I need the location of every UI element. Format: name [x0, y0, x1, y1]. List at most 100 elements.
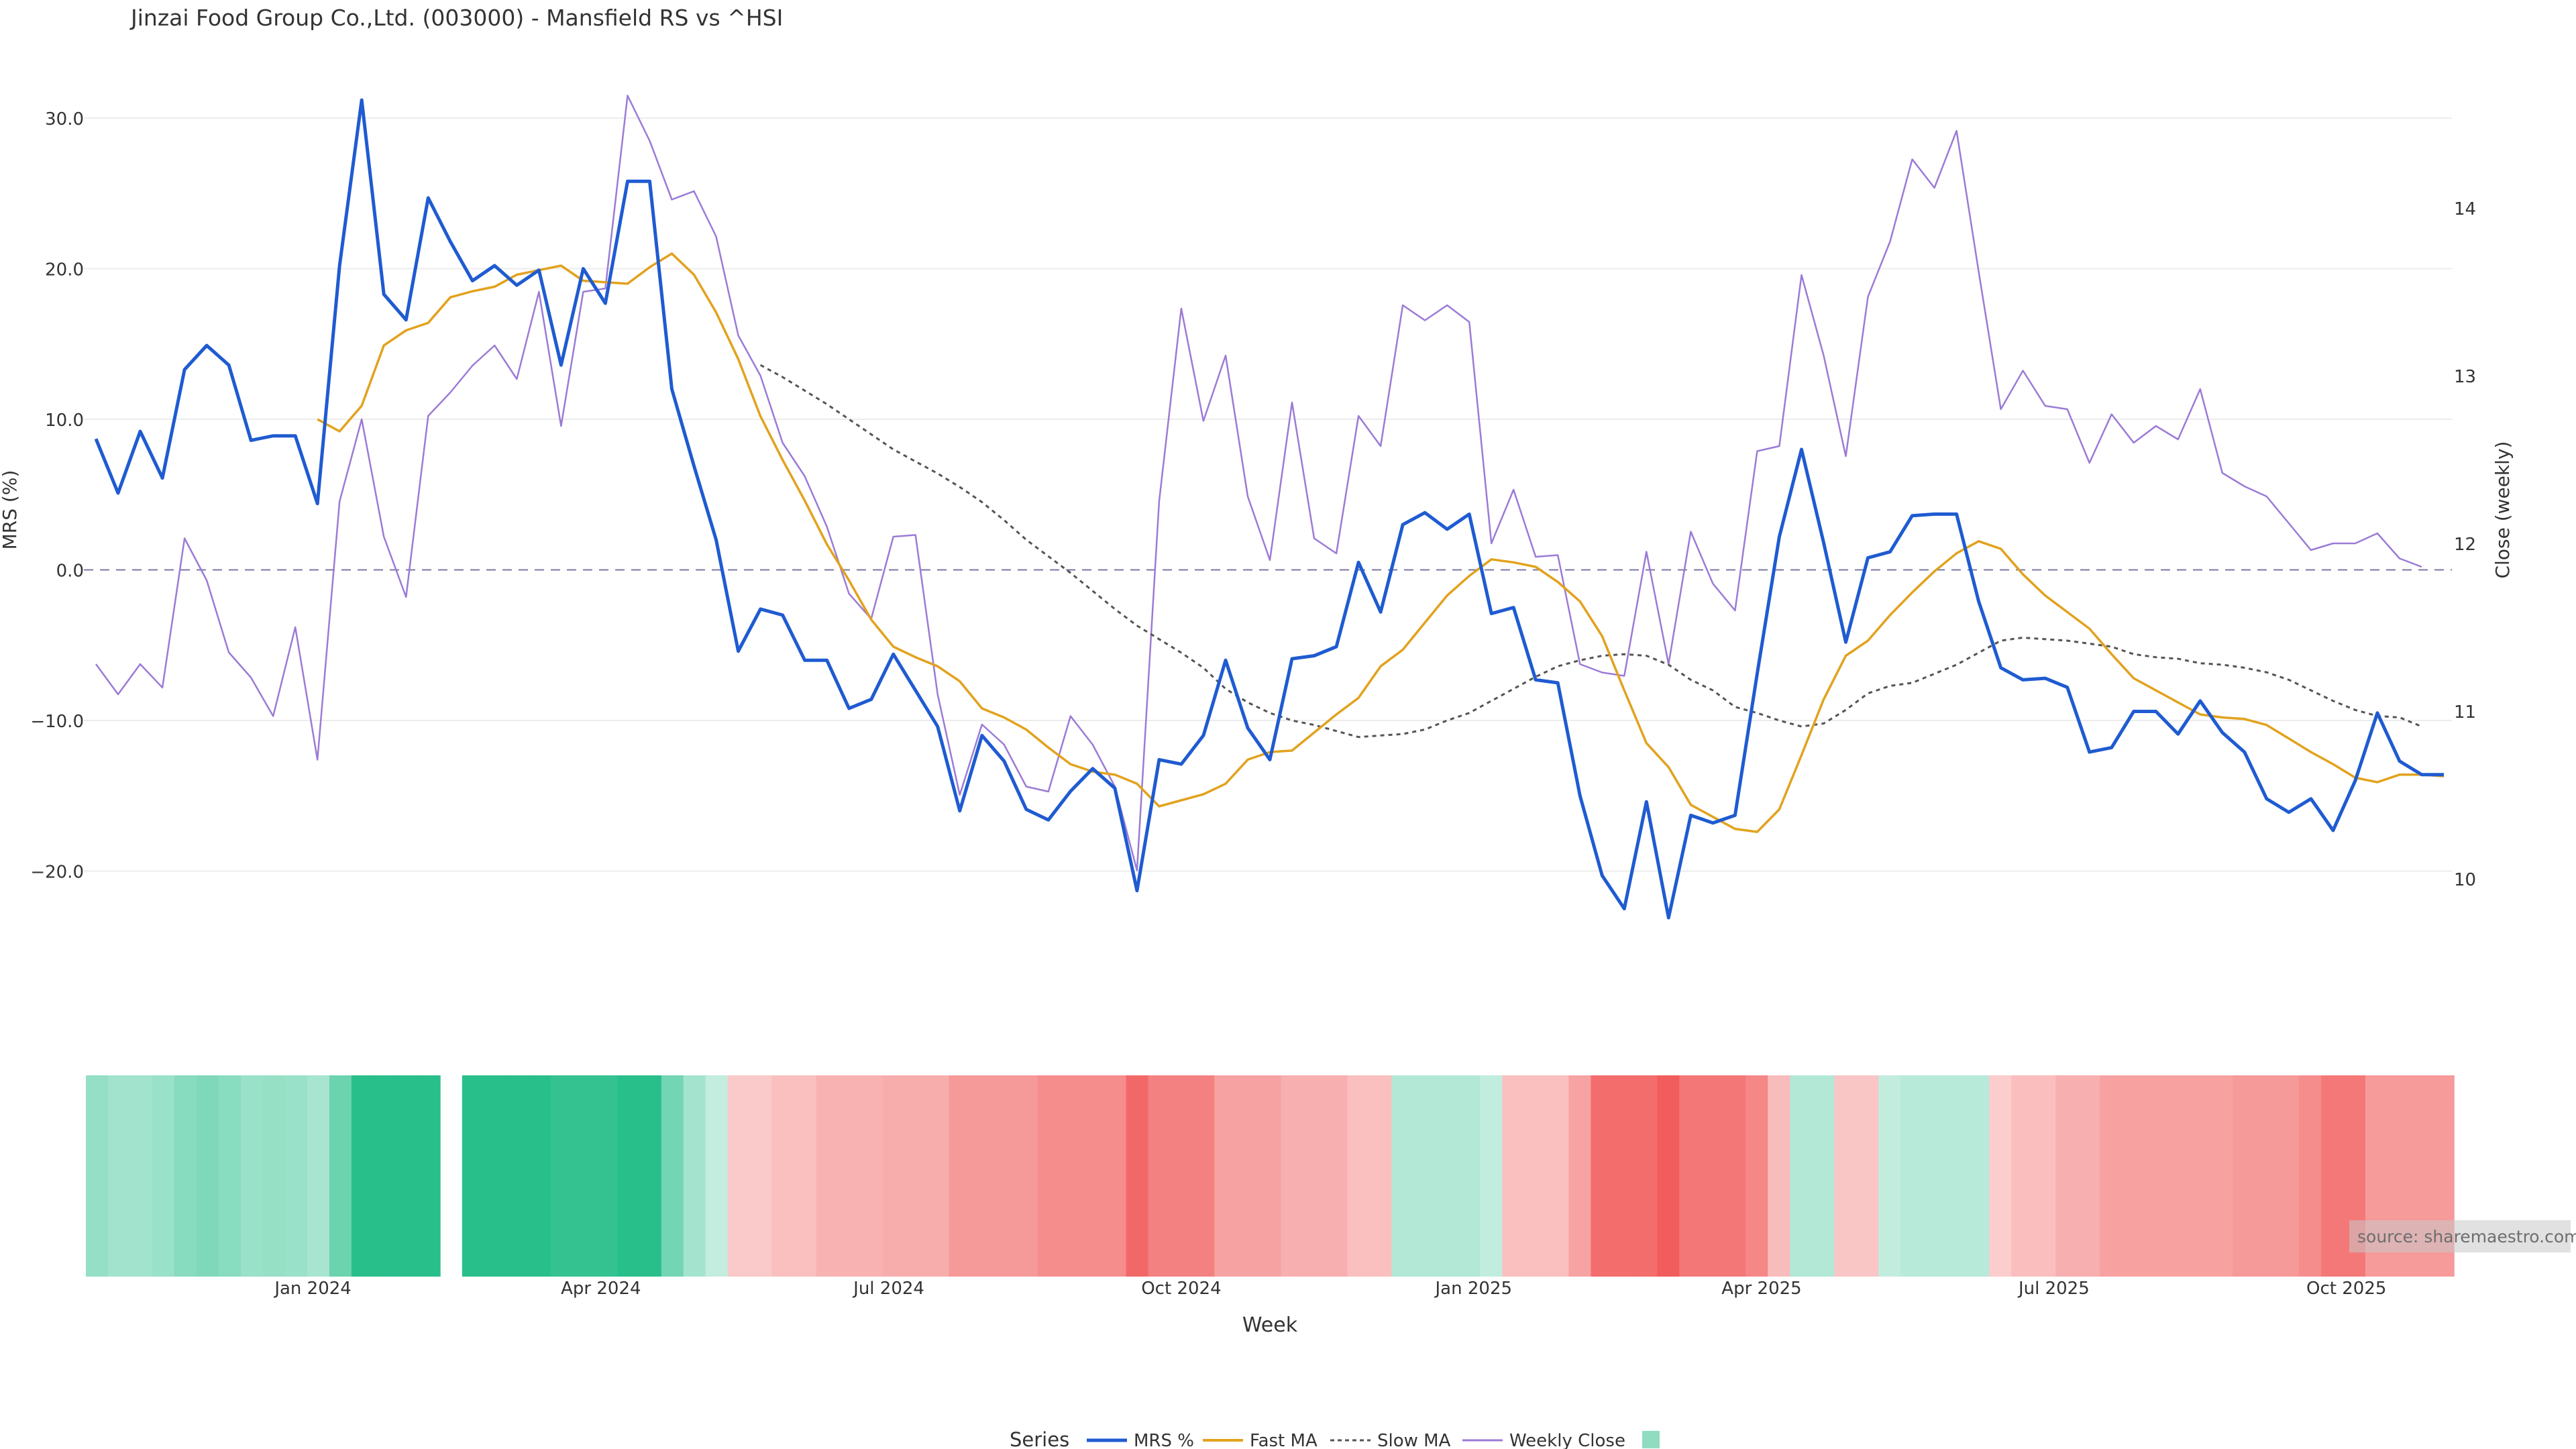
heatmap-cell — [1347, 1075, 1371, 1277]
series-layer — [94, 95, 2445, 920]
mrs-line — [94, 98, 2444, 920]
heatmap-cell — [2255, 1075, 2277, 1277]
heatmap-cell — [1303, 1075, 1326, 1277]
heatmap-cell — [528, 1075, 551, 1277]
heatmap-cell — [307, 1075, 330, 1277]
y-axis-right-label: Close (weekly) — [2491, 441, 2514, 579]
right-axis-ticks: 14 13 12 11 10 — [2454, 199, 2476, 890]
y-right-tick-label: 14 — [2454, 199, 2476, 219]
heatmap-cell — [1059, 1075, 1083, 1277]
y-axis-left-label: MRS (%) — [0, 470, 21, 550]
heatmap-cell — [1635, 1075, 1658, 1277]
y-right-tick-label: 12 — [2454, 535, 2476, 555]
heatmap-cell — [1613, 1075, 1636, 1277]
heatmap-cell — [329, 1075, 352, 1277]
heatmap-cell — [1967, 1075, 1990, 1277]
heatmap-cell — [1458, 1075, 1481, 1277]
heatmap-cell — [1790, 1075, 1813, 1277]
heatmap-cell — [1812, 1075, 1835, 1277]
heatmap-cell — [2055, 1075, 2078, 1277]
heatmap-cell — [240, 1075, 264, 1277]
heatmap-cell — [1480, 1075, 1503, 1277]
heatmap-cell — [1546, 1075, 1570, 1277]
watermark: source: sharemaestro.com — [2349, 1220, 2576, 1252]
heatmap-cell — [1524, 1075, 1548, 1277]
heatmap-cell — [1148, 1075, 1171, 1277]
heatmap-cell — [926, 1075, 950, 1277]
legend-label: Weekly Close — [1509, 1431, 1625, 1449]
heatmap-cell — [108, 1075, 131, 1277]
heatmap-cell — [2299, 1075, 2322, 1277]
heatmap-cell — [1591, 1075, 1614, 1277]
y-left-tick-label: 10.0 — [45, 411, 84, 431]
heatmap-cell — [639, 1075, 662, 1277]
heatmap-cell — [373, 1075, 396, 1277]
heatmap-cell — [882, 1075, 906, 1277]
legend-label: Fast MA — [1250, 1431, 1318, 1449]
legend-swatch — [1642, 1431, 1660, 1448]
heatmap-cell — [2277, 1075, 2300, 1277]
heatmap-cell — [860, 1075, 883, 1277]
heatmap-cell — [484, 1075, 507, 1277]
heatmap-cell — [1834, 1075, 1858, 1277]
chart-title: Jinzai Food Group Co.,Ltd. (003000) - Ma… — [129, 5, 783, 31]
heatmap-cell — [351, 1075, 374, 1277]
x-axis-ticks: Jan 2024 Apr 2024 Jul 2024 Oct 2024 Jan 2025… — [273, 1279, 2386, 1299]
legend-title: Series — [1010, 1428, 1069, 1449]
heatmap-cell — [727, 1075, 751, 1277]
heatmap-cell — [1081, 1075, 1105, 1277]
x-tick-label: Oct 2025 — [2306, 1279, 2386, 1299]
slow-ma-line — [759, 364, 2422, 739]
heatmap-cell — [550, 1075, 574, 1277]
grid-lines — [84, 117, 2452, 872]
heatmap-cell — [749, 1075, 773, 1277]
heatmap-cell — [2100, 1075, 2123, 1277]
y-right-tick-label: 10 — [2454, 870, 2476, 890]
legend-item-slow-ma[interactable]: Slow MA — [1330, 1431, 1451, 1449]
heatmap-cell — [1900, 1075, 1923, 1277]
heatmap-cell — [1104, 1075, 1127, 1277]
heatmap-cell — [771, 1075, 795, 1277]
heatmap-cell — [1701, 1075, 1725, 1277]
legend-item-weekly-close[interactable]: Weekly Close — [1462, 1431, 1625, 1449]
legend-item-heatmap[interactable] — [1642, 1431, 1660, 1448]
x-tick-label: Oct 2024 — [1141, 1279, 1221, 1299]
y-left-tick-label: −10.0 — [30, 712, 84, 732]
weekly-close-line — [95, 95, 2422, 871]
heatmap-cell — [1657, 1075, 1680, 1277]
y-right-tick-label: 11 — [2454, 702, 2476, 722]
heatmap-strip — [86, 1075, 2455, 1277]
heatmap-cell — [2078, 1075, 2100, 1277]
watermark-text: source: sharemaestro.com — [2357, 1227, 2576, 1246]
heatmap-cell — [1391, 1075, 1415, 1277]
x-tick-label: Apr 2025 — [1721, 1279, 1801, 1299]
heatmap-cell — [1923, 1075, 1945, 1277]
heatmap-cell — [197, 1075, 219, 1277]
y-left-tick-label: −20.0 — [30, 863, 84, 883]
legend-item-fast-ma[interactable]: Fast MA — [1203, 1431, 1318, 1449]
y-left-tick-label: 0.0 — [56, 561, 84, 582]
heatmap-cell — [1170, 1075, 1193, 1277]
heatmap-cell — [705, 1075, 729, 1277]
heatmap-cell — [262, 1075, 286, 1277]
heatmap-cell — [1037, 1075, 1061, 1277]
heatmap-cell — [1878, 1075, 1901, 1277]
y-right-tick-label: 13 — [2454, 367, 2476, 387]
legend-item-mrs[interactable]: MRS % — [1087, 1431, 1194, 1449]
heatmap-cell — [971, 1075, 994, 1277]
heatmap-cell — [218, 1075, 241, 1277]
heatmap-cell — [152, 1075, 175, 1277]
heatmap-cell — [1236, 1075, 1260, 1277]
heatmap-cell — [1281, 1075, 1304, 1277]
heatmap-cell — [174, 1075, 197, 1277]
heatmap-cell — [2321, 1075, 2344, 1277]
heatmap-cell — [1568, 1075, 1592, 1277]
legend: Series MRS % Fast MA Slow MA Weekly Close — [1010, 1428, 1660, 1449]
y-left-tick-label: 30.0 — [45, 109, 84, 129]
heatmap-cell — [2210, 1075, 2233, 1277]
heatmap-cell — [572, 1075, 596, 1277]
heatmap-cell — [949, 1075, 972, 1277]
heatmap-cell — [1945, 1075, 1968, 1277]
heatmap-cell — [1325, 1075, 1348, 1277]
